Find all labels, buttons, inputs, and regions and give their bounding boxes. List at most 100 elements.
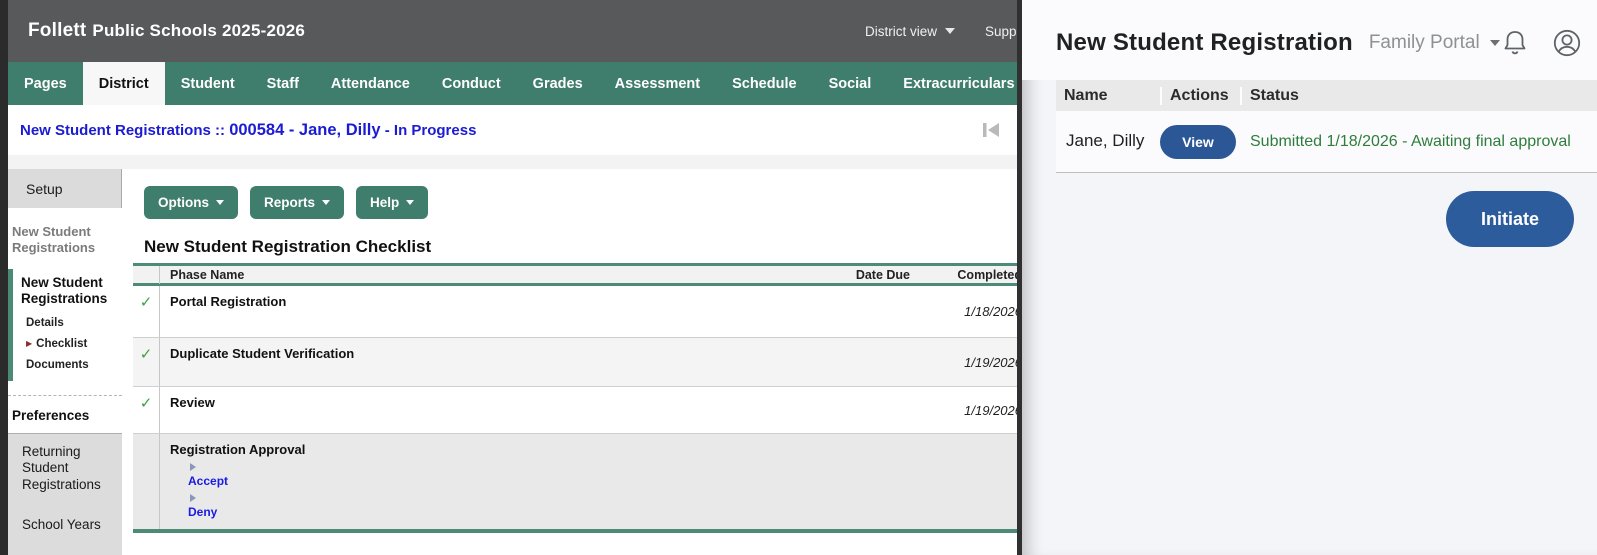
notifications-bell-icon[interactable]: [1500, 28, 1530, 58]
deny-link[interactable]: Deny: [188, 505, 218, 519]
sidebar: Setup New Student Registrations New Stud…: [8, 169, 122, 555]
chevron-down-icon: [216, 200, 224, 205]
accept-link[interactable]: Accept: [188, 474, 229, 488]
options-button[interactable]: Options: [144, 186, 238, 219]
page-title: New Student Registration Checklist: [144, 237, 432, 256]
check-icon: ✓: [139, 294, 153, 311]
tab-district[interactable]: District: [82, 62, 165, 105]
tab-pages[interactable]: Pages: [24, 75, 67, 92]
breadcrumb-separator: ::: [215, 121, 226, 139]
check-icon: ✓: [139, 395, 153, 412]
sidebar-item-preferences[interactable]: Preferences: [12, 408, 90, 424]
breadcrumb-status: - In Progress: [384, 121, 477, 139]
chevron-down-icon: [1489, 40, 1500, 46]
sidebar-item-returning-student-registrations[interactable]: Returning Student Registrations: [22, 444, 101, 492]
portal-header-icons: [1500, 28, 1582, 58]
reports-label: Reports: [264, 195, 316, 210]
approval-cell: Registration Approval Accept Deny: [159, 434, 796, 529]
completed-value: 1/19/2026: [964, 354, 1022, 370]
phase-name: Registration Approval: [170, 442, 306, 457]
sidebar-item-new-student-registrations[interactable]: New Student Registrations: [21, 274, 108, 307]
sidebar-item-checklist[interactable]: ▶ Checklist: [13, 338, 122, 350]
chevron-down-icon: [945, 28, 956, 34]
initiate-button[interactable]: Initiate: [1446, 191, 1574, 247]
sidebar-active-group: New Student Registrations Details ▶ Check…: [8, 268, 122, 382]
check-icon: ✓: [139, 346, 153, 363]
portal-title: New Student Registration: [1056, 29, 1353, 56]
date-due-value: [796, 338, 916, 386]
sidebar-item-school-years[interactable]: School Years: [22, 516, 101, 532]
tab-schedule[interactable]: Schedule: [732, 75, 797, 92]
documents-label: Documents: [26, 359, 89, 372]
date-due-value: [796, 387, 916, 433]
account-icon[interactable]: [1552, 28, 1582, 58]
help-button[interactable]: Help: [356, 186, 429, 219]
check-column-header: [133, 273, 159, 277]
date-due-header: Date Due: [855, 268, 910, 282]
checklist-table-header: Phase Name Date Due Completed: [133, 266, 1178, 286]
date-due-value: [796, 434, 916, 529]
brand-name: Follett: [28, 20, 87, 41]
checklist-table: Phase Name Date Due Completed ✓ Portal R…: [133, 263, 1178, 533]
portal-table-header: Name Actions Status: [1056, 80, 1597, 111]
phase-name[interactable]: Duplicate Student Verification: [159, 338, 796, 386]
tab-student[interactable]: Student: [180, 75, 235, 92]
breadcrumb-section[interactable]: New Student Registrations: [20, 121, 211, 139]
sidebar-divider: [8, 395, 122, 397]
completed-value: [916, 434, 1028, 529]
toolbar: Options Reports Help: [130, 169, 1190, 219]
table-row: ✓ Portal Registration 1/18/2026: [133, 286, 1178, 338]
status-text: Submitted 1/18/2026 - Awaiting final app…: [1250, 132, 1571, 150]
options-label: Options: [158, 195, 209, 210]
sidebar-item-documents[interactable]: Documents: [13, 359, 122, 371]
status-column-header: Status: [1240, 86, 1597, 105]
approval-links: Accept Deny: [188, 463, 790, 519]
tab-conduct[interactable]: Conduct: [441, 75, 501, 92]
student-name: Jane, Dilly: [1066, 131, 1145, 151]
tab-grades[interactable]: Grades: [532, 75, 583, 92]
help-label: Help: [370, 195, 400, 210]
setup-label: Setup: [26, 180, 63, 197]
portal-table-row: Jane, Dilly View Submitted 1/18/2026 - A…: [1056, 111, 1597, 173]
chevron-down-icon: [322, 200, 331, 205]
tab-assessment[interactable]: Assessment: [614, 75, 701, 92]
completed-value: 1/19/2026: [964, 402, 1022, 418]
details-label: Details: [26, 317, 64, 330]
breadcrumb: New Student Registrations :: 000584 - Ja…: [8, 121, 476, 140]
completed-value: 1/18/2026: [964, 304, 1022, 319]
family-portal-panel: New Student Registration Family Portal: [1017, 0, 1597, 555]
table-row: Registration Approval Accept Deny: [133, 434, 1178, 529]
topbar-right-controls: District view Support: [865, 0, 1032, 62]
phase-name[interactable]: Review: [159, 387, 796, 433]
tab-social[interactable]: Social: [828, 75, 872, 92]
table-row: ✓ Review 1/19/2026: [133, 387, 1178, 434]
district-view-label: District view: [865, 23, 938, 39]
sidebar-item-details[interactable]: Details: [13, 317, 122, 329]
view-button[interactable]: View: [1160, 124, 1236, 159]
portal-selector[interactable]: Family Portal: [1369, 32, 1500, 54]
checklist-label: Checklist: [36, 338, 88, 351]
sidebar-item-setup[interactable]: Setup: [8, 169, 122, 208]
main-content: Options Reports Help New Student Registr…: [130, 169, 1190, 555]
school-year-title: Public Schools 2025-2026: [92, 21, 306, 40]
tree-arrow-icon: [190, 463, 196, 471]
portal-header: New Student Registration Family Portal: [1022, 0, 1597, 80]
table-row: ✓ Duplicate Student Verification 1/19/20…: [133, 338, 1178, 387]
checklist-marker-icon: ▶: [26, 339, 33, 349]
sidebar-bottom-group: Returning Student Registrations School Y…: [8, 433, 122, 555]
first-record-icon[interactable]: [980, 119, 1002, 141]
name-column-header: Name: [1064, 86, 1108, 104]
tab-extracurriculars[interactable]: Extracurriculars: [903, 75, 1015, 92]
reports-button[interactable]: Reports: [250, 186, 345, 219]
portal-selector-label: Family Portal: [1368, 32, 1480, 53]
district-view-selector[interactable]: District view: [865, 23, 956, 39]
tab-staff[interactable]: Staff: [266, 75, 299, 92]
phase-name[interactable]: Portal Registration: [159, 286, 796, 337]
actions-cell: View: [1160, 124, 1240, 159]
date-due-value: [796, 286, 916, 337]
check-placeholder: [133, 434, 159, 529]
actions-column-header: Actions: [1160, 86, 1240, 105]
tab-attendance[interactable]: Attendance: [330, 75, 410, 92]
completed-header: Completed: [957, 268, 1022, 282]
